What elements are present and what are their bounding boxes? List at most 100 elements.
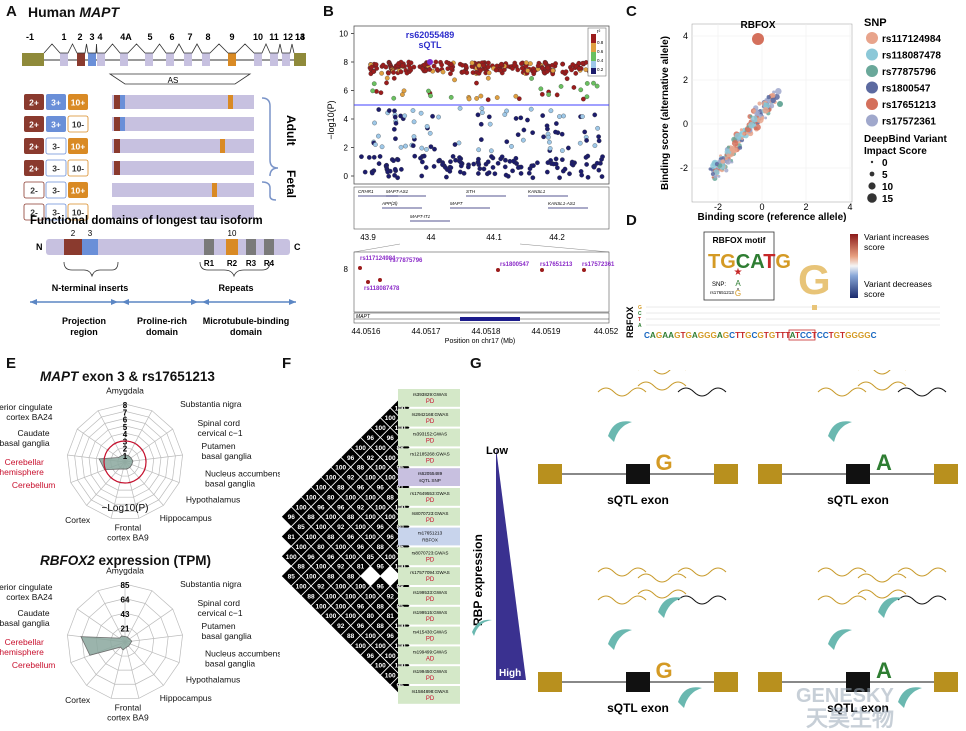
ld-value: 80: [317, 544, 325, 551]
f-snp-id: rs2942168:GWAS: [412, 412, 449, 417]
g-sqtl-exon-box: [846, 464, 870, 484]
panel-g-letter: G: [470, 355, 482, 372]
domains-title: Functional domains of longest tau isofor…: [30, 215, 263, 227]
c-legend-dot: [866, 65, 878, 77]
f-snp-id: rs8070723:GWAS: [412, 511, 449, 516]
f-snp-box: [398, 408, 460, 427]
d-row-label: RBFOX: [625, 307, 635, 339]
g-low-label: Low: [486, 445, 508, 457]
g-rbp-shape: [898, 687, 922, 708]
radar-tick: 3: [123, 437, 128, 446]
g-flank-exon: [538, 464, 562, 484]
isoform-tag: [23, 181, 45, 199]
f-snp-id: rs17649553:GWAS: [410, 491, 449, 496]
ld-value: 100: [385, 514, 396, 521]
c-y-tick: -2: [680, 163, 688, 173]
c-legend-label: rs17572361: [882, 117, 936, 128]
ld-value: 100: [365, 534, 376, 541]
zoom-snp-label: rs77875796: [390, 258, 423, 264]
f-snp-id: rs62055489: [418, 471, 443, 476]
isoform-tag-label: 2-: [30, 186, 38, 196]
exon-number: 7: [187, 32, 192, 42]
ld-value: 96: [387, 534, 395, 541]
f-snp-box: [398, 389, 460, 407]
exon-number: 6: [169, 32, 174, 42]
ld-value: 96: [327, 554, 335, 561]
f-snp-box: [398, 468, 460, 486]
isoform-tag: [46, 116, 66, 132]
zoom-snp-label: rs17572361: [582, 262, 615, 268]
g-rbp-shape: [878, 597, 902, 618]
ld-value: 96: [377, 584, 385, 591]
ld-value: 88: [377, 544, 385, 551]
b-x-tick: 44: [427, 233, 436, 242]
f-snp-id: rs199515:GWAS: [413, 610, 447, 615]
ld-value: 100: [355, 643, 366, 650]
r2-tick: 0.2: [597, 67, 604, 72]
exon-number: 11: [269, 32, 279, 42]
ld-value: 100: [335, 603, 346, 610]
exon-box: [145, 53, 153, 66]
isoform-bar: [112, 183, 254, 197]
ld-value: 96: [347, 455, 355, 462]
ld-value: 100: [385, 475, 396, 482]
zoom-gene: MAPT: [356, 314, 371, 320]
radar-area: [80, 635, 133, 656]
ld-value: 96: [367, 435, 375, 442]
isoform-tag-label: 2+: [29, 142, 39, 152]
b-y-tick: 2: [344, 144, 349, 153]
radar-tissue-label: Cortex: [65, 515, 91, 525]
b-y-tick: 8: [344, 58, 349, 67]
b-gene-label: MAPT: [450, 201, 464, 206]
isoform-tag-label: 10+: [71, 98, 85, 108]
ld-value: 100: [355, 584, 366, 591]
b-gene-label: STH: [466, 189, 476, 194]
g-flank-exon: [714, 464, 738, 484]
isoform-tag-label: 10-: [72, 164, 84, 174]
f-snp-tag: sQTL SNP: [419, 478, 441, 483]
g-flank-exon: [934, 672, 958, 692]
ld-value: 96: [307, 554, 315, 561]
ld-value: 80: [396, 524, 404, 531]
isoform-tag: [67, 203, 89, 221]
ld-value: 100: [395, 623, 406, 630]
ld-value: 100: [325, 613, 336, 620]
f-snp-box: [398, 686, 460, 704]
g-rbp-shape: [608, 629, 632, 650]
ld-value: 100: [306, 494, 317, 501]
ld-value: 100: [375, 465, 386, 472]
ld-value: 81: [387, 613, 395, 620]
ld-value: 100: [345, 613, 356, 620]
g-flank-exon: [714, 672, 738, 692]
ld-value: 100: [335, 584, 346, 591]
radar-tick: 4: [123, 430, 128, 439]
rbp-icon: [472, 619, 492, 636]
svg-text:C: C: [638, 311, 642, 317]
g-exon-label: sQTL exon: [607, 493, 669, 507]
radar-tissue-label: Spinal cord cervical c−1: [198, 598, 243, 618]
g-rbp-shape: [828, 421, 852, 442]
ld-value: 100: [345, 593, 356, 600]
f-snp-tag: PD: [426, 458, 435, 464]
g-exon-label: sQTL exon: [827, 701, 889, 715]
b-y-tick: 6: [344, 87, 349, 96]
radar-tick: 64: [121, 596, 130, 605]
g-rbp-shape: [828, 629, 852, 650]
g-exon-label: sQTL exon: [607, 701, 669, 715]
isoform-tag: [45, 137, 67, 155]
f-snp-id: rs393152:GWAS: [413, 432, 447, 437]
tall-g-logo: G: [798, 256, 831, 303]
g-flank-exon: [758, 464, 782, 484]
radar-tissue-label: Hippocampus: [160, 693, 212, 703]
ld-value: 96: [387, 435, 395, 442]
c-legend-dot: [866, 32, 878, 44]
isoform-bar: [112, 161, 254, 175]
f-snp-tag: RBFOX: [422, 538, 438, 543]
ld-value: 92: [347, 475, 355, 482]
isoform-tag: [24, 94, 44, 110]
isoform-tag-label: 3-: [52, 186, 60, 196]
ld-value: 96: [377, 524, 385, 531]
radar-tick: 1: [123, 452, 128, 461]
isoform-tag: [24, 160, 44, 176]
